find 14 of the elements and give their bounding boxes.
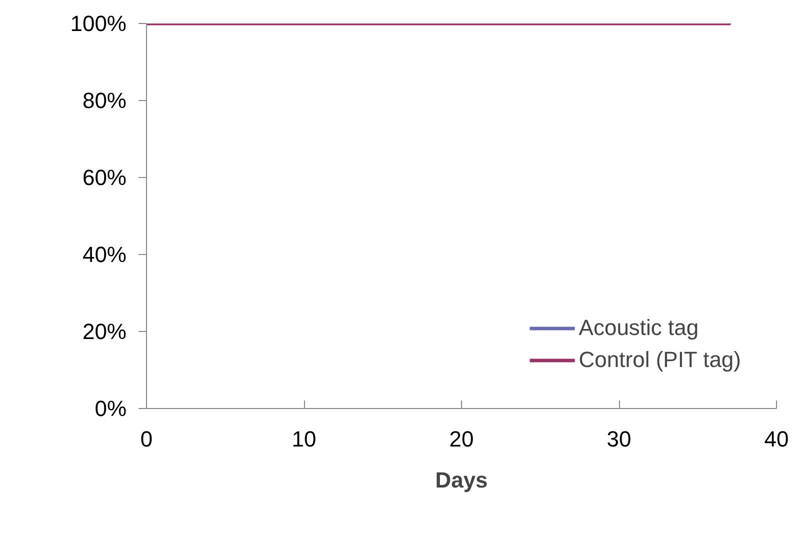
y-tick-label: 80% (82, 88, 127, 113)
y-tick-label: 20% (82, 319, 127, 344)
x-tick-label: 30 (606, 426, 632, 452)
legend-label: Acoustic tag (578, 315, 699, 341)
y-tick-label: 0% (94, 396, 126, 421)
y-tick-label: 100% (70, 11, 127, 36)
x-tick-label: 20 (449, 426, 474, 452)
y-tick-label: 40% (82, 242, 127, 267)
y-tick-label: 60% (82, 165, 127, 190)
x-tick-label: 0 (140, 426, 153, 452)
x-axis-title: Days (435, 468, 488, 492)
x-tick-label: 40 (764, 426, 789, 452)
x-tick-label: 10 (292, 426, 316, 452)
legend-label: Control (PIT tag) (578, 347, 741, 373)
